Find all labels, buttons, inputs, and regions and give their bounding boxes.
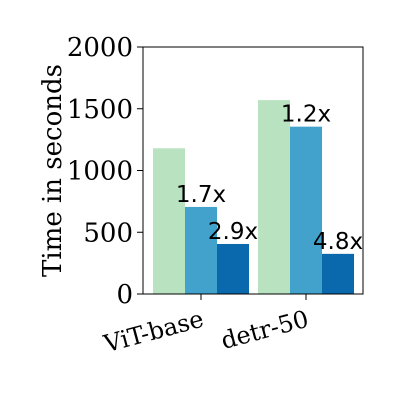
y-tick-label: 500	[83, 218, 133, 248]
bar-vit-base-series-3	[217, 243, 249, 294]
bar-vit-base-series-2	[185, 206, 217, 294]
bar-detr-50-series-1	[258, 100, 290, 294]
y-axis-label: Time in seconds	[38, 64, 68, 277]
y-tick-label: 0	[116, 280, 133, 310]
speedup-label: 1.2x	[281, 102, 331, 128]
x-tick-label: ViT-base	[100, 305, 207, 359]
y-tick-label: 2000	[67, 33, 133, 63]
y-tick-label: 1500	[67, 95, 133, 125]
annotations-group: 1.7x 2.9x 1.2x 4.8x	[176, 102, 363, 255]
x-tick-label: detr-50	[218, 305, 312, 355]
speedup-label: 1.7x	[176, 182, 226, 208]
bars-group	[153, 100, 354, 294]
plot-frame	[142, 46, 364, 295]
bar-detr-50-series-2	[290, 126, 322, 294]
bar-detr-50-series-3	[322, 253, 354, 294]
speedup-label: 4.8x	[313, 229, 363, 255]
bar-vit-base-series-1	[153, 148, 185, 294]
y-axis: 0 500 1000 1500 2000	[67, 33, 143, 310]
y-tick-label: 1000	[67, 157, 133, 187]
speedup-label: 2.9x	[208, 219, 258, 245]
